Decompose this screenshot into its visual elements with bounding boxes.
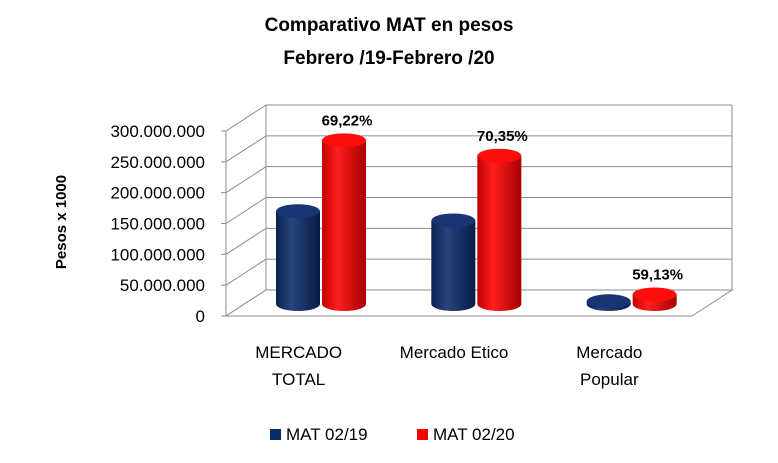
bar-body xyxy=(276,211,320,311)
chart-title-line: Febrero /19-Febrero /20 xyxy=(283,48,494,69)
bar-mat-02-20 xyxy=(322,133,366,311)
legend-label: MAT 02/20 xyxy=(433,425,515,444)
bar-mat-02-19 xyxy=(276,204,320,311)
data-label: 59,13% xyxy=(632,267,683,284)
y-tick-label: 150.000.000 xyxy=(110,215,205,234)
chart-title-line: Comparativo MAT en pesos xyxy=(265,15,514,36)
y-tick-label: 50.000.000 xyxy=(120,276,205,295)
legend-item: MAT 02/19 xyxy=(270,425,368,444)
x-axis: MERCADO TOTAL Mercado Etico Mercado Popular xyxy=(255,343,642,389)
x-category-label: TOTAL xyxy=(272,370,325,389)
legend-label: MAT 02/19 xyxy=(286,425,368,444)
bar-body xyxy=(477,155,522,311)
bar-top xyxy=(586,294,631,309)
data-label: 69,22% xyxy=(322,112,373,129)
x-category-label: MERCADO xyxy=(255,343,342,362)
x-category-label: Mercado xyxy=(576,343,642,362)
y-tick-label: 100.000.000 xyxy=(110,245,205,264)
bar-mat-02-19 xyxy=(431,213,476,311)
bar-top xyxy=(632,287,677,302)
legend-swatch xyxy=(417,429,428,440)
x-category-label: Popular xyxy=(580,370,639,389)
y-tick-label: 0 xyxy=(196,307,205,326)
y-axis: 0 50.000.000 100.000.000 150.000.000 200.000… xyxy=(53,122,227,326)
y-axis-title: Pesos x 1000 xyxy=(53,175,70,269)
legend: MAT 02/19 MAT 02/20 xyxy=(270,425,515,444)
legend-item: MAT 02/20 xyxy=(417,425,515,444)
bars xyxy=(276,133,677,311)
bar-mat-02-20 xyxy=(632,287,677,311)
bar-mat-02-19 xyxy=(586,294,631,311)
bar-top xyxy=(322,133,366,148)
y-tick-label: 200.000.000 xyxy=(110,184,205,203)
y-tick-label: 250.000.000 xyxy=(110,153,205,172)
legend-swatch xyxy=(270,429,281,440)
x-category-label: Mercado Etico xyxy=(400,343,509,362)
bar-top xyxy=(477,148,522,163)
bar-body xyxy=(322,140,366,311)
data-labels: 69,22% 70,35% 59,13% xyxy=(322,112,684,283)
y-tick-label: 300.000.000 xyxy=(110,122,205,141)
bar-top xyxy=(431,213,476,228)
bar-body xyxy=(431,220,476,311)
bar-top xyxy=(276,204,320,219)
bar-mat-02-20 xyxy=(477,148,522,311)
data-label: 70,35% xyxy=(477,128,528,145)
chart-title: Comparativo MAT en pesos Febrero /19-Febr… xyxy=(265,15,514,69)
